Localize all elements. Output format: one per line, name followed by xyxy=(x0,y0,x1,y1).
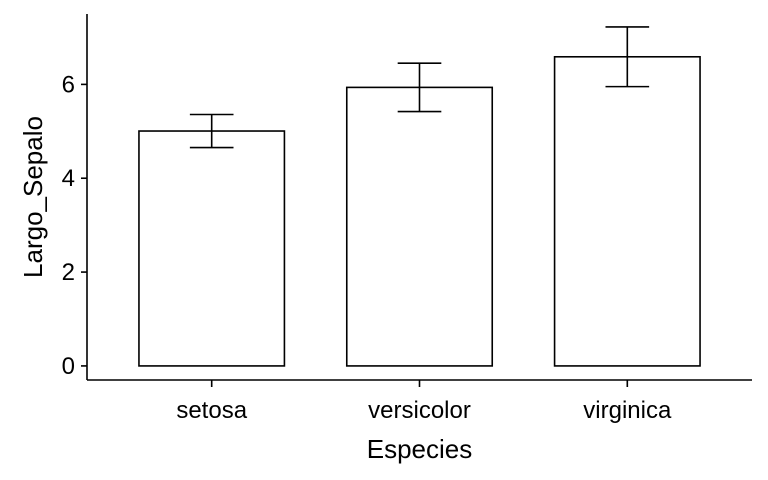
y-axis-title: Largo_Sepalo xyxy=(18,116,48,278)
x-tick-label-virginica: virginica xyxy=(583,397,672,424)
x-axis-ticks: setosa versicolor virginica xyxy=(176,380,672,424)
x-tick-label-versicolor: versicolor xyxy=(368,397,471,424)
bar-setosa xyxy=(138,130,286,367)
x-tick-label-setosa: setosa xyxy=(176,397,247,424)
y-tick-label-2: 2 xyxy=(62,259,75,286)
y-tick-label-4: 4 xyxy=(62,165,75,192)
y-tick-label-0: 0 xyxy=(62,353,75,380)
y-axis-ticks: 0 2 4 6 xyxy=(62,71,87,380)
bar-versicolor xyxy=(345,86,494,367)
x-axis-title: Especies xyxy=(367,434,473,464)
plot-marks xyxy=(138,26,701,367)
bar-virginica xyxy=(553,55,701,367)
y-tick-label-6: 6 xyxy=(62,71,75,98)
